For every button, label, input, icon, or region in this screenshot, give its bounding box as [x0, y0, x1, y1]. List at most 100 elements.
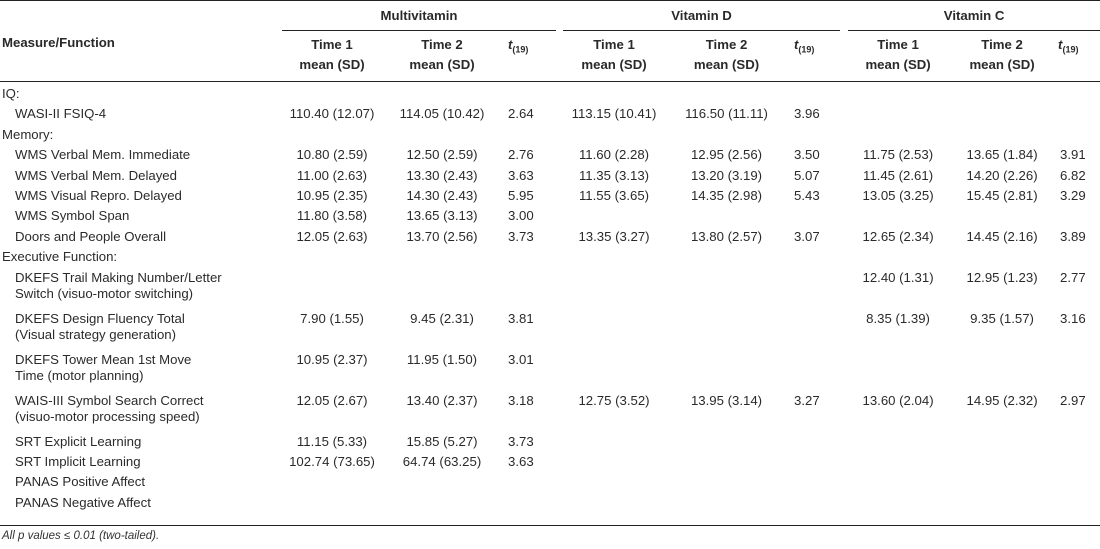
time1-value: 12.05 (2.63) — [296, 228, 368, 244]
vitamin-c-time2-header-line1: Time 2 — [981, 37, 1023, 52]
t-value — [788, 472, 840, 492]
t-value — [788, 309, 840, 350]
t-value — [1056, 350, 1100, 391]
multivitamin-time2-header-line2: mean (SD) — [409, 57, 475, 72]
time1-value — [282, 268, 382, 309]
t-value: 3.27 — [794, 392, 820, 408]
t-value: 3.73 — [508, 433, 534, 449]
table-row: SRT Explicit Learning 11.15 (5.33) 15.85 (… — [0, 432, 1100, 452]
vitamin-d-time2-header: Time 2 mean (SD) — [665, 31, 788, 81]
section-row: IQ: — [0, 84, 1100, 104]
t-value: 6.82 — [1060, 167, 1086, 183]
time1-value — [563, 472, 665, 492]
vitamin-c-time1-header-line1: Time 1 — [877, 37, 919, 52]
time2-value — [948, 206, 1056, 226]
t-value — [1056, 206, 1100, 226]
time1-value: 11.75 (2.53) — [862, 147, 934, 163]
time1-value: 110.40 (12.07) — [289, 106, 375, 122]
t-value — [788, 206, 840, 226]
t-value — [1056, 472, 1100, 492]
table-row: Doors and People Overall 12.05 (2.63) 13.7… — [0, 227, 1100, 247]
measure-name: DKEFS Tower Mean 1st Move Time (motor pla… — [0, 350, 282, 391]
table-row: WMS Symbol Span 11.80 (3.58) 13.65 (3.13) 3… — [0, 206, 1100, 226]
multivitamin-time1-header-line2: mean (SD) — [299, 57, 365, 72]
bottom-rule — [0, 525, 1100, 526]
time2-value — [665, 350, 788, 391]
measure-name-line: WMS Symbol Span — [15, 208, 130, 224]
t-label: t — [794, 37, 799, 52]
table-row: DKEFS Design Fluency Total (Visual strate… — [0, 309, 1100, 350]
time2-value: 14.45 (2.16) — [966, 228, 1038, 244]
time1-value: 13.35 (3.27) — [578, 228, 650, 244]
measure-name-line: WMS Verbal Mem. Delayed — [15, 167, 177, 183]
time2-value — [382, 493, 502, 513]
t-value: 5.43 — [794, 188, 820, 204]
vitamin-d-group-rule — [563, 30, 840, 31]
time2-value: 12.50 (2.59) — [406, 147, 478, 163]
time2-value: 15.45 (2.81) — [966, 188, 1038, 204]
t-value: 2.64 — [508, 106, 534, 122]
time2-value: 64.74 (63.25) — [402, 454, 482, 470]
empty-corner — [0, 0, 282, 31]
t-value — [788, 268, 840, 309]
time1-value: 12.75 (3.52) — [578, 392, 650, 408]
measure-name: DKEFS Trail Making Number/Letter Switch (… — [0, 268, 282, 309]
t-value: 3.89 — [1060, 228, 1086, 244]
time2-value — [948, 493, 1056, 513]
multivitamin-time1-header-line1: Time 1 — [311, 37, 353, 52]
measure-name-line: WMS Visual Repro. Delayed — [15, 188, 182, 204]
time1-value — [563, 493, 665, 513]
t-subscript: (19) — [1062, 44, 1079, 55]
time1-value — [848, 432, 948, 452]
time1-value — [563, 350, 665, 391]
measure-name: WMS Visual Repro. Delayed — [0, 186, 282, 206]
group-header-vitamin-c: Vitamin C — [943, 8, 1005, 23]
measure-name: DKEFS Design Fluency Total (Visual strate… — [0, 309, 282, 350]
time1-value: 11.35 (3.13) — [578, 167, 650, 183]
time1-value: 13.60 (2.04) — [862, 392, 934, 408]
t-value — [1056, 432, 1100, 452]
time2-value: 13.40 (2.37) — [406, 392, 478, 408]
time1-value — [563, 268, 665, 309]
subheader-row: Measure/Function Time 1 mean (SD) Time 2 me… — [0, 31, 1100, 81]
time1-value: 11.15 (5.33) — [296, 433, 368, 449]
top-rule — [0, 0, 1100, 1]
t-value: 5.07 — [794, 167, 820, 183]
vitamin-c-time2-header-line2: mean (SD) — [969, 57, 1035, 72]
time2-value — [948, 432, 1056, 452]
t-value: 3.01 — [508, 351, 534, 367]
measure-name-line: Time (motor planning) — [15, 368, 144, 384]
time1-value: 10.95 (2.37) — [296, 351, 368, 367]
time2-value: 14.30 (2.43) — [406, 188, 478, 204]
t-value: 3.50 — [794, 147, 820, 163]
results-table: Multivitamin Vitamin D Vitamin C Measure… — [0, 0, 1100, 513]
time2-value — [665, 268, 788, 309]
measure-name-line: Switch (visuo-motor switching) — [15, 286, 194, 302]
multivitamin-time2-header: Time 2 mean (SD) — [382, 31, 502, 81]
t-value: 3.63 — [508, 167, 534, 183]
time1-value: 12.40 (1.31) — [862, 269, 934, 285]
time1-value — [563, 452, 665, 472]
measure-name-line: (visuo-motor processing speed) — [15, 409, 200, 425]
time2-value: 13.95 (3.14) — [690, 392, 763, 408]
time2-value — [948, 452, 1056, 472]
vitamin-c-t-header: t(19) — [1056, 31, 1100, 81]
time2-value — [665, 206, 788, 226]
time2-value: 13.30 (2.43) — [406, 167, 478, 183]
multivitamin-time1-header: Time 1 mean (SD) — [282, 31, 382, 81]
time1-value: 10.80 (2.59) — [296, 147, 368, 163]
multivitamin-group-rule — [282, 30, 556, 31]
table-row: WAIS-III Symbol Search Correct (visuo-mot… — [0, 391, 1100, 432]
t-value: 3.16 — [1060, 310, 1086, 326]
measure-name-line: WASI-II FSIQ-4 — [15, 106, 107, 122]
measure-name-line: DKEFS Design Fluency Total — [15, 310, 185, 326]
time2-value — [665, 493, 788, 513]
time2-value: 13.20 (3.19) — [690, 167, 763, 183]
time2-value — [382, 268, 502, 309]
time2-value — [382, 472, 502, 492]
measure-name: WMS Symbol Span — [0, 206, 282, 226]
multivitamin-time2-header-line1: Time 2 — [421, 37, 463, 52]
table-row: WMS Verbal Mem. Delayed 11.00 (2.63) 13.30… — [0, 166, 1100, 186]
time1-value — [282, 493, 382, 513]
time1-value: 12.05 (2.67) — [296, 392, 368, 408]
